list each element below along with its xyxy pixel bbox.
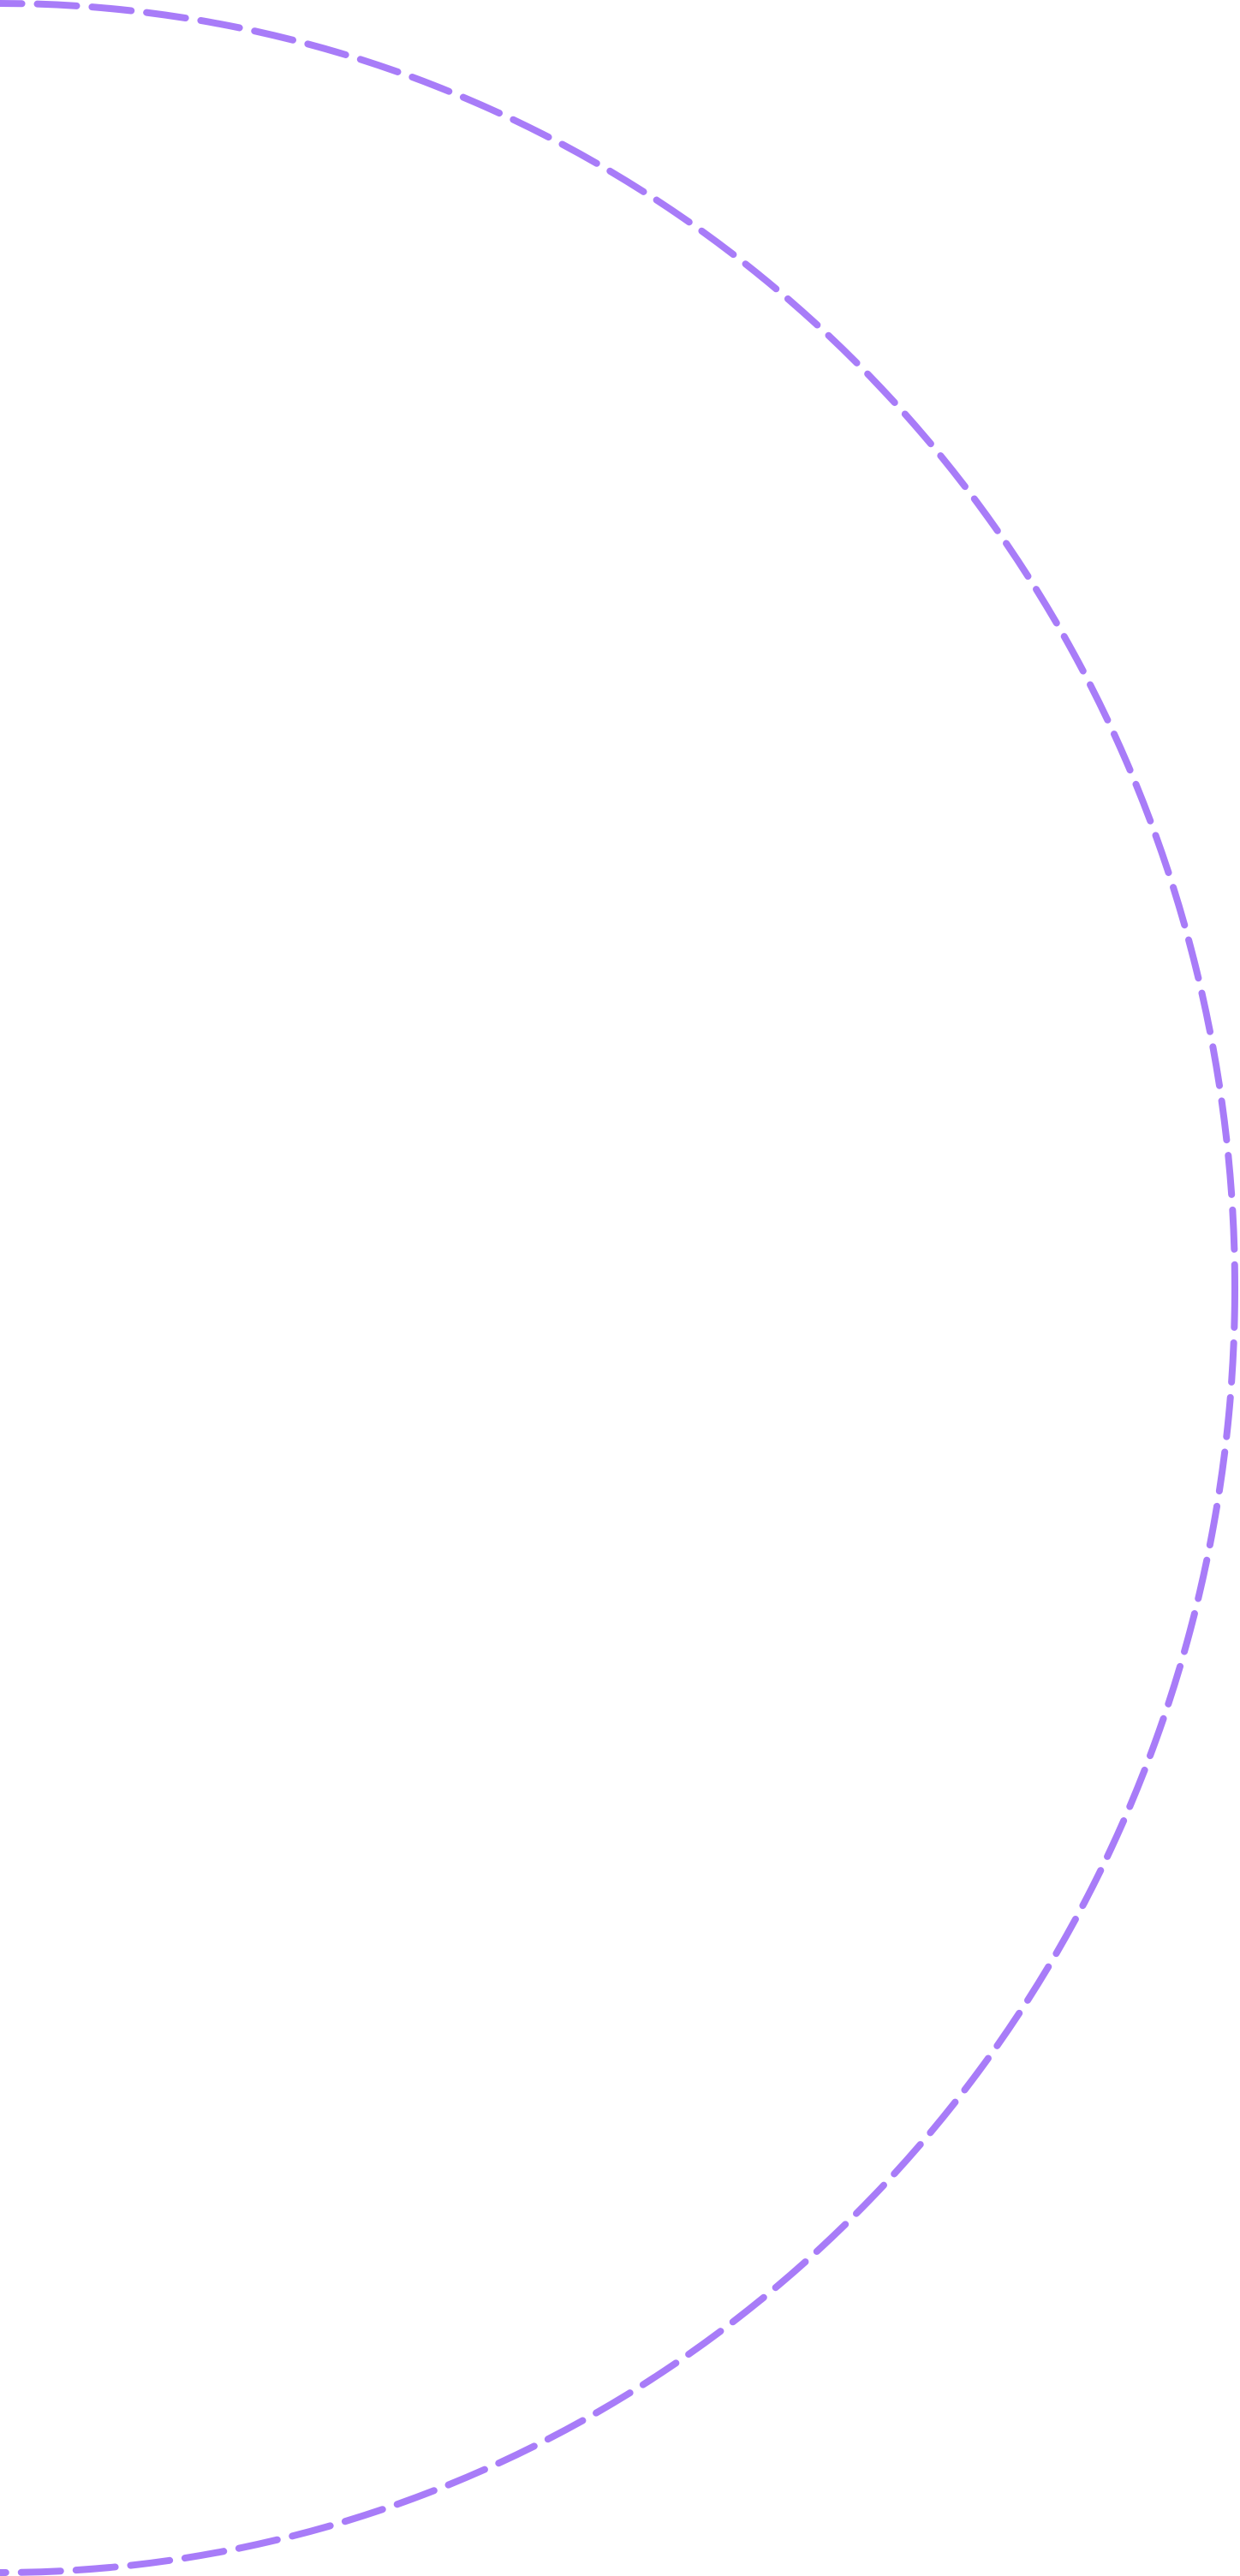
dashed-arc-curve [0, 0, 1238, 2576]
decorative-dashed-arc [0, 0, 1238, 2576]
